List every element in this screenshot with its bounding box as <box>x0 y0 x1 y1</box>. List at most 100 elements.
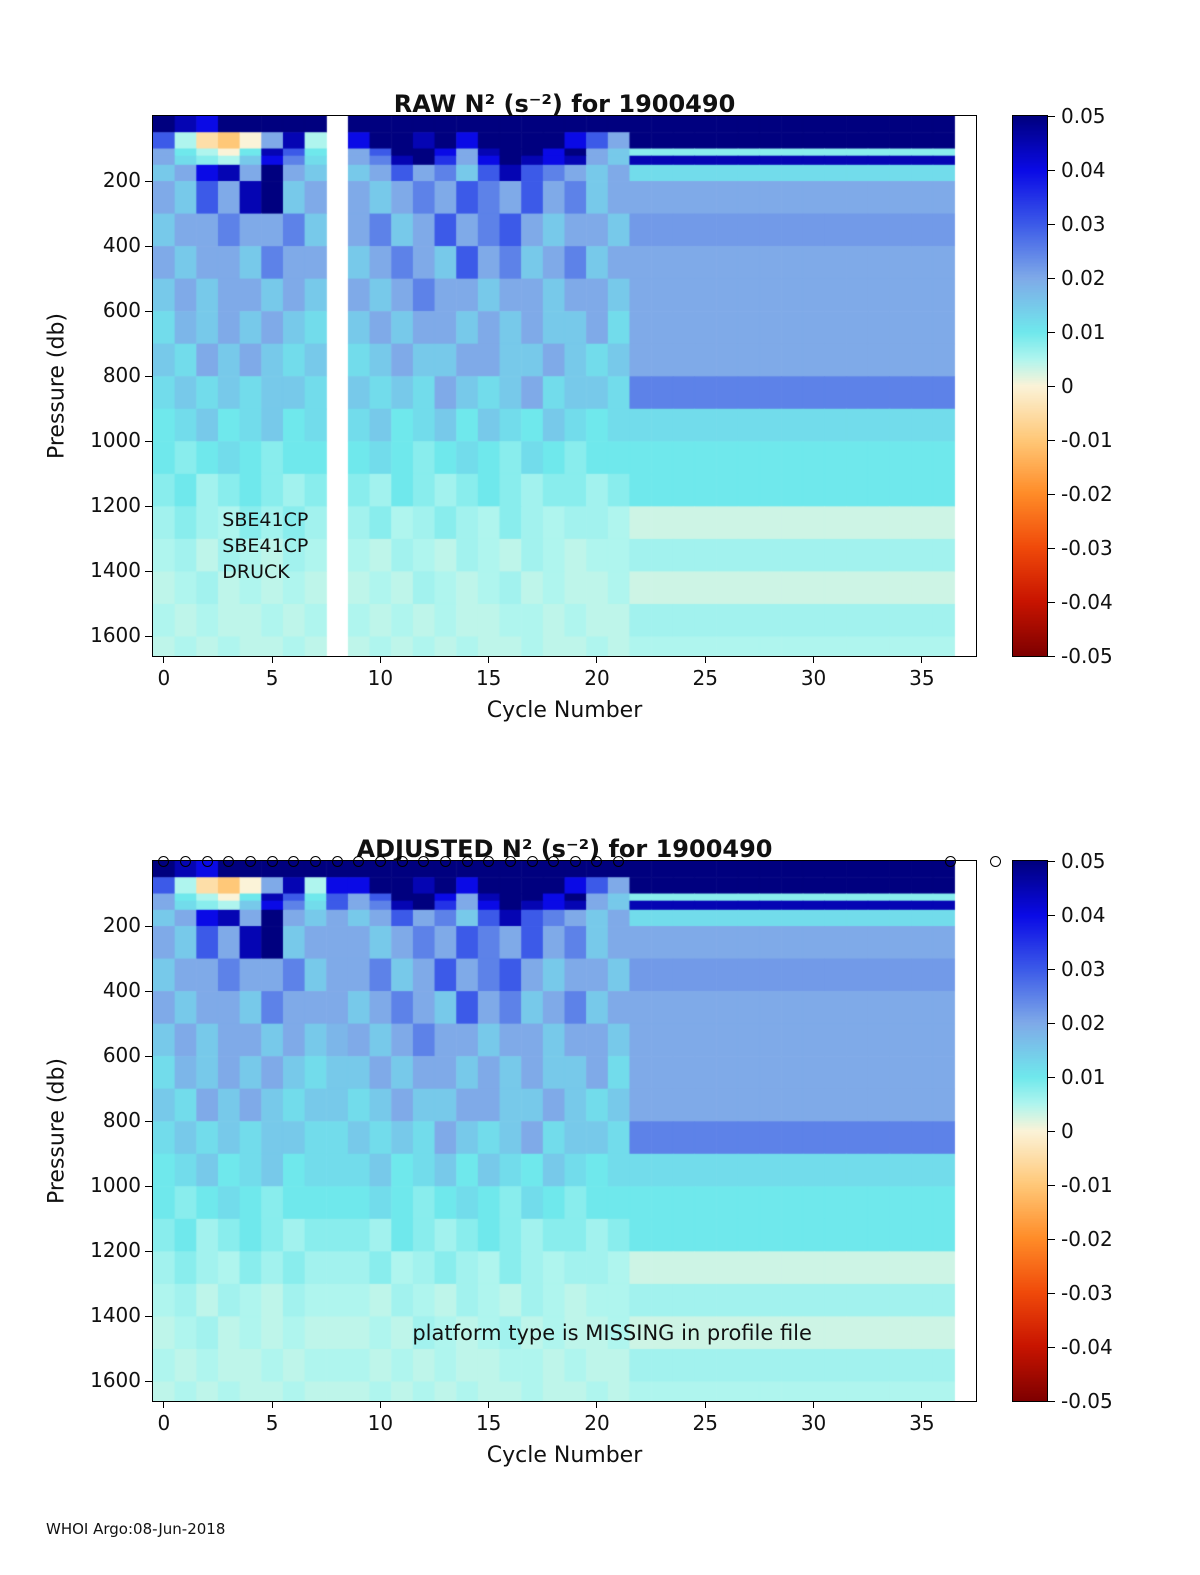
annotation: SBE41CP <box>222 535 309 558</box>
x-tick-label: 20 <box>584 1411 610 1435</box>
colorbar-tick-mark <box>1048 1400 1055 1402</box>
colorbar-tick-mark <box>1048 169 1055 171</box>
y-tick-mark <box>145 310 152 312</box>
adjusted-plot: ADJUSTED N² (s⁻²) for 1900490 Pressure (… <box>45 835 1001 1468</box>
colorbar-tick-label: -0.03 <box>1061 536 1113 560</box>
x-tick-label: 0 <box>157 666 171 690</box>
x-tick-mark <box>271 1401 273 1408</box>
x-tick-mark <box>488 1401 490 1408</box>
cycle-marker-circle <box>483 855 495 867</box>
cycle-marker-circle <box>613 855 625 867</box>
cycle-marker-circle <box>569 855 581 867</box>
y-tick-label: 1200 <box>90 1238 141 1263</box>
colorbar-tick-label: 0 <box>1061 1119 1074 1143</box>
x-tick-label: 5 <box>265 666 279 690</box>
raw-x-axis-label: Cycle Number <box>486 698 643 723</box>
colorbar-tick-mark <box>1048 1022 1055 1024</box>
colorbar-tick-mark <box>1048 493 1055 495</box>
y-tick-mark <box>145 1315 152 1317</box>
y-tick-mark <box>145 635 152 637</box>
x-tick-label: 5 <box>265 1411 279 1435</box>
x-tick-mark <box>704 656 706 663</box>
y-tick-label: 400 <box>102 233 141 258</box>
y-tick-label: 1200 <box>90 493 141 518</box>
y-tick-label: 800 <box>102 363 141 388</box>
colorbar-tick-label: -0.04 <box>1061 1335 1113 1359</box>
cycle-marker-circle <box>461 855 473 867</box>
adjusted-colorbar-gradient <box>1013 861 1047 1401</box>
colorbar-tick-label: 0.04 <box>1061 903 1106 927</box>
cycle-marker-circle <box>266 855 278 867</box>
colorbar-tick-label: 0.04 <box>1061 158 1106 182</box>
colorbar-tick-label: 0.05 <box>1061 104 1106 128</box>
adjusted-y-axis-label: Pressure (db) <box>44 1057 70 1205</box>
annotation: DRUCK <box>222 561 290 584</box>
colorbar-tick-label: 0 <box>1061 374 1074 398</box>
colorbar-tick-mark <box>1048 914 1055 916</box>
footer-text: WHOI Argo:08-Jun-2018 <box>46 1520 226 1538</box>
y-tick-label: 600 <box>102 1043 141 1068</box>
cycle-marker-circle <box>374 855 386 867</box>
y-tick-mark <box>145 245 152 247</box>
raw-plot: RAW N² (s⁻²) for 1900490 Pressure (db) C… <box>45 90 977 723</box>
annotation: platform type is MISSING in profile file <box>412 1320 812 1345</box>
y-tick-mark <box>145 505 152 507</box>
y-tick-label: 1600 <box>90 1368 141 1393</box>
cycle-marker-circle <box>244 855 256 867</box>
raw-plot-title: RAW N² (s⁻²) for 1900490 <box>393 89 736 118</box>
colorbar-tick-label: 0.03 <box>1061 212 1106 236</box>
colorbar-tick-mark <box>1048 1346 1055 1348</box>
colorbar-tick-label: 0.02 <box>1061 1011 1106 1035</box>
x-tick-label: 30 <box>800 666 827 690</box>
cycle-marker-circle <box>989 855 1001 867</box>
y-tick-label: 1600 <box>90 623 141 648</box>
cycle-marker-circle <box>944 855 956 867</box>
cycle-marker-circle <box>439 855 451 867</box>
x-tick-label: 10 <box>367 1411 394 1435</box>
annotation: SBE41CP <box>222 509 309 531</box>
x-tick-mark <box>163 1401 165 1408</box>
adjusted-colorbar: 0.05 0.04 0.03 0.02 0.01 0 -0.01 -0.02 -0.03 -0.0… <box>1012 849 1113 1413</box>
cycle-marker-circle <box>353 855 365 867</box>
y-tick-label: 1400 <box>90 558 141 583</box>
x-tick-label: 30 <box>800 1411 827 1435</box>
x-tick-label: 10 <box>367 666 394 690</box>
y-tick-label: 200 <box>102 168 141 193</box>
y-tick-mark <box>145 1250 152 1252</box>
x-tick-label: 35 <box>909 1411 935 1435</box>
cycle-marker-circle <box>179 855 191 867</box>
y-tick-label: 600 <box>102 298 141 323</box>
colorbar-tick-mark <box>1048 968 1055 970</box>
y-tick-mark <box>145 440 152 442</box>
colorbar-tick-mark <box>1048 331 1055 333</box>
cycle-marker-circle <box>331 855 343 867</box>
x-tick-mark <box>379 1401 381 1408</box>
y-tick-label: 400 <box>102 978 141 1003</box>
colorbar-tick-mark <box>1048 655 1055 657</box>
y-tick-mark <box>145 375 152 377</box>
colorbar-tick-mark <box>1048 860 1055 862</box>
colorbar-tick-label: -0.02 <box>1061 1227 1113 1251</box>
cycle-marker-circle <box>418 855 430 867</box>
colorbar-tick-mark <box>1048 1184 1055 1186</box>
colorbar-tick-mark <box>1048 1292 1055 1294</box>
x-tick-mark <box>596 656 598 663</box>
cycle-marker-circle <box>591 855 603 867</box>
colorbar-tick-label: 0.03 <box>1061 957 1106 981</box>
x-tick-label: 0 <box>157 1411 171 1435</box>
x-tick-mark <box>488 656 490 663</box>
y-tick-label: 1000 <box>90 428 141 453</box>
x-tick-label: 15 <box>475 1411 502 1435</box>
colorbar-tick-mark <box>1048 1130 1055 1132</box>
colorbar-tick-mark <box>1048 1238 1055 1240</box>
colorbar-tick-label: -0.01 <box>1061 1173 1113 1197</box>
x-tick-mark <box>596 1401 598 1408</box>
cycle-marker-circle <box>526 855 538 867</box>
x-tick-label: 25 <box>692 1411 718 1435</box>
y-tick-mark <box>145 1185 152 1187</box>
cycle-marker-circle <box>201 855 213 867</box>
x-tick-mark <box>271 656 273 663</box>
x-tick-mark <box>921 1401 923 1408</box>
cycle-marker-circle <box>504 855 516 867</box>
colorbar-tick-mark <box>1048 1076 1055 1078</box>
